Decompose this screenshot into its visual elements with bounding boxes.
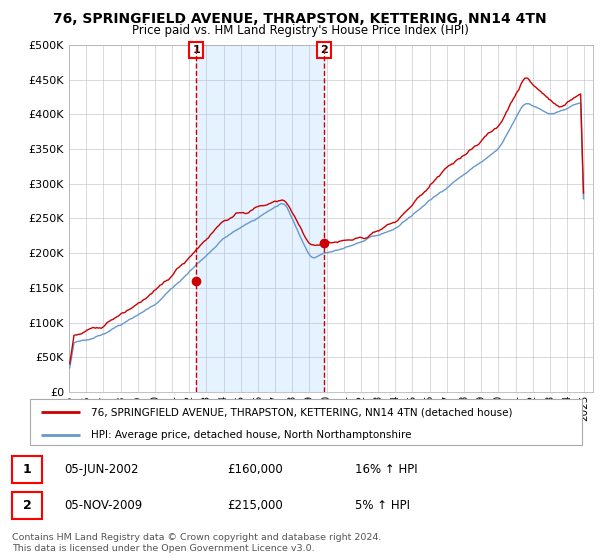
Text: 16% ↑ HPI: 16% ↑ HPI [355, 463, 418, 476]
Text: Contains HM Land Registry data © Crown copyright and database right 2024.: Contains HM Land Registry data © Crown c… [12, 533, 382, 542]
Text: HPI: Average price, detached house, North Northamptonshire: HPI: Average price, detached house, Nort… [91, 430, 411, 440]
FancyBboxPatch shape [30, 399, 582, 445]
Text: £215,000: £215,000 [227, 499, 283, 512]
Text: 05-JUN-2002: 05-JUN-2002 [64, 463, 139, 476]
Text: 2: 2 [320, 45, 328, 55]
Text: This data is licensed under the Open Government Licence v3.0.: This data is licensed under the Open Gov… [12, 544, 314, 553]
Text: £160,000: £160,000 [227, 463, 283, 476]
Text: 1: 1 [193, 45, 200, 55]
FancyBboxPatch shape [12, 492, 42, 519]
Bar [196, 45, 324, 392]
Text: Price paid vs. HM Land Registry's House Price Index (HPI): Price paid vs. HM Land Registry's House … [131, 24, 469, 36]
Text: 2: 2 [23, 499, 31, 512]
Text: 05-NOV-2009: 05-NOV-2009 [64, 499, 142, 512]
Text: 76, SPRINGFIELD AVENUE, THRAPSTON, KETTERING, NN14 4TN (detached house): 76, SPRINGFIELD AVENUE, THRAPSTON, KETTE… [91, 407, 512, 417]
Text: 1: 1 [23, 463, 31, 476]
Text: 76, SPRINGFIELD AVENUE, THRAPSTON, KETTERING, NN14 4TN: 76, SPRINGFIELD AVENUE, THRAPSTON, KETTE… [53, 12, 547, 26]
FancyBboxPatch shape [12, 456, 42, 483]
Text: 5% ↑ HPI: 5% ↑ HPI [355, 499, 410, 512]
